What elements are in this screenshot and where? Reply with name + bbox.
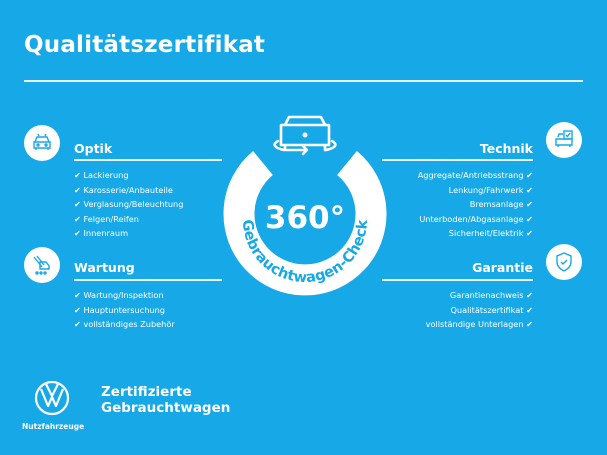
360-check-badge: 360° Gebrauchtwagen-Check bbox=[223, 115, 387, 296]
list-wartung: ✔ Wartung/Inspektion ✔ Hauptuntersuchung… bbox=[74, 288, 175, 332]
section-heading-garantie: Garantie bbox=[472, 260, 533, 275]
list-item: Lenkung/Fahrwerk ✔ bbox=[448, 184, 533, 195]
list-item: ✔ Innenraum bbox=[74, 228, 129, 239]
list-item: vollständige Unterlagen ✔ bbox=[425, 319, 533, 330]
vw-logo bbox=[34, 380, 70, 416]
car-checklist-icon bbox=[546, 122, 582, 158]
badge-number: 360° bbox=[265, 200, 345, 236]
list-garantie: Garantienachweis ✔ Qualitätszertifikat ✔… bbox=[426, 288, 533, 332]
list-item: ✔ Lackierung bbox=[74, 170, 129, 180]
list-item: Garantienachweis ✔ bbox=[449, 290, 533, 300]
divider bbox=[74, 279, 222, 281]
section-heading-wartung: Wartung bbox=[74, 260, 135, 275]
list-item: Qualitätszertifikat ✔ bbox=[450, 304, 533, 315]
list-item: ✔ Wartung/Inspektion bbox=[74, 290, 164, 300]
list-optik: ✔ Lackierung ✔ Karosserie/Anbauteile ✔ V… bbox=[74, 168, 183, 241]
divider bbox=[382, 279, 533, 281]
list-item: Sicherheit/Elektrik ✔ bbox=[448, 228, 533, 239]
divider bbox=[382, 159, 533, 161]
car-rotate-icon bbox=[273, 115, 337, 156]
car-front-icon bbox=[24, 125, 60, 161]
section-heading-optik: Optik bbox=[74, 141, 113, 156]
list-item: ✔ Verglasung/Beleuchtung bbox=[74, 199, 184, 210]
divider bbox=[74, 159, 222, 161]
shield-check-icon bbox=[546, 244, 582, 280]
page-title: Qualitätszertifikat bbox=[24, 32, 266, 58]
list-item: ✔ Karosserie/Anbauteile bbox=[74, 184, 173, 195]
list-item: Aggregate/Antriebsstrang ✔ bbox=[417, 170, 533, 180]
list-item: ✔ Felgen/Reifen bbox=[74, 213, 139, 224]
list-technik: Aggregate/Antriebsstrang ✔ Lenkung/Fahrw… bbox=[418, 168, 533, 241]
car-service-icon bbox=[24, 247, 60, 283]
list-item: Bremsanlage ✔ bbox=[469, 199, 533, 210]
badge-ring bbox=[223, 151, 387, 296]
brand-text: Zertifizierte Gebrauchtwagen bbox=[101, 384, 231, 416]
list-item: ✔ vollständiges Zubehör bbox=[74, 319, 175, 330]
title-divider bbox=[24, 80, 583, 82]
list-item: ✔ Hauptuntersuchung bbox=[74, 304, 165, 315]
section-heading-technik: Technik bbox=[479, 141, 533, 156]
logo-caption: Nutzfahrzeuge bbox=[22, 422, 85, 431]
list-item: Unterboden/Abgasanlage ✔ bbox=[419, 213, 533, 224]
